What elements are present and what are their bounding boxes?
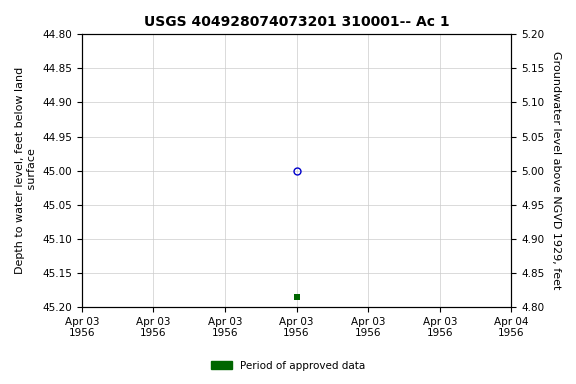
Y-axis label: Groundwater level above NGVD 1929, feet: Groundwater level above NGVD 1929, feet xyxy=(551,51,561,290)
Legend: Period of approved data: Period of approved data xyxy=(207,357,369,375)
Y-axis label: Depth to water level, feet below land
 surface: Depth to water level, feet below land su… xyxy=(15,67,37,274)
Title: USGS 404928074073201 310001-- Ac 1: USGS 404928074073201 310001-- Ac 1 xyxy=(144,15,449,29)
